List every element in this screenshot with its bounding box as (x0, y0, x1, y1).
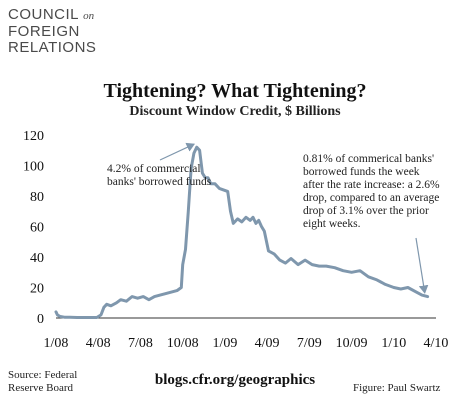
series-line (54, 145, 430, 319)
logo-line3: RELATIONS (8, 39, 97, 56)
annotation-arrow (159, 142, 196, 161)
logo-line2: FOREIGN (8, 23, 80, 40)
source-line1: Source: Federal (8, 369, 78, 381)
y-tick-label: 120 (23, 129, 44, 144)
x-tick-label: 10/09 (336, 336, 368, 351)
x-tick-label: 7/08 (128, 336, 153, 351)
x-tick-label: 4/08 (86, 336, 111, 351)
source-note: Source: Federal Reserve Board (8, 369, 77, 395)
figure-credit: Figure: Paul Swartz (353, 382, 441, 394)
annotation-text: after the rate increase: a 2.6% (303, 179, 440, 191)
annotation-text: banks' borrowed funds (107, 176, 212, 188)
source-line2: Reserve Board (8, 382, 74, 394)
cfr-logo: COUNCIL on FOREIGN RELATIONS (8, 7, 96, 56)
annotation-text: 4.2% of commercial (107, 163, 201, 175)
annotation-text: drop of 3.1% over the prior (303, 205, 429, 217)
x-tick-label: 4/09 (255, 336, 280, 351)
x-tick-label: 1/09 (212, 336, 237, 351)
x-tick-label: 4/10 (424, 336, 449, 351)
y-tick-label: 0 (37, 312, 44, 327)
annotation-text: eight weeks. (303, 218, 361, 230)
x-tick-label: 1/08 (44, 336, 69, 351)
annotation-text: borrowed funds the week (303, 166, 420, 178)
y-tick-label: 80 (30, 190, 44, 205)
logo-line1: COUNCIL (8, 6, 79, 23)
logo-line1-suffix: on (83, 10, 95, 22)
y-tick-label: 40 (30, 251, 44, 266)
x-tick-label: 1/10 (381, 336, 406, 351)
y-tick-label: 20 (30, 282, 44, 297)
annotation-arrow (415, 237, 429, 294)
chart-title: Tightening? What Tightening? (103, 80, 367, 102)
annotation-text: drop, compared to an average (303, 192, 439, 204)
x-tick-label: 10/08 (167, 336, 199, 351)
blog-url: blogs.cfr.org/geographics (154, 372, 316, 388)
x-tick-label: 7/09 (297, 336, 322, 351)
chart-subtitle: Discount Window Credit, $ Billions (129, 104, 341, 119)
y-tick-label: 60 (30, 221, 44, 236)
annotation-text: 0.81% of commerical banks' (303, 153, 434, 165)
y-tick-label: 100 (23, 160, 44, 175)
